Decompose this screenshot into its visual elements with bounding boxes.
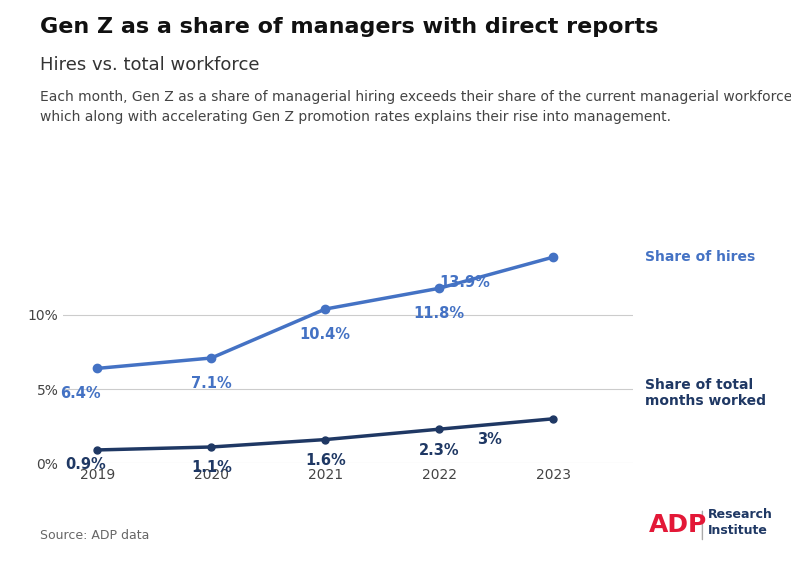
Text: 0.9%: 0.9% [66, 458, 107, 472]
Text: Each month, Gen Z as a share of managerial hiring exceeds their share of the cur: Each month, Gen Z as a share of manageri… [40, 90, 791, 124]
Text: 6.4%: 6.4% [60, 386, 100, 401]
Text: Share of hires: Share of hires [645, 250, 755, 264]
Text: Hires vs. total workforce: Hires vs. total workforce [40, 56, 259, 75]
Text: 3%: 3% [477, 432, 501, 447]
Text: 1.1%: 1.1% [191, 460, 232, 475]
Text: ADP: ADP [649, 513, 707, 537]
Text: 10.4%: 10.4% [300, 327, 350, 342]
Text: Share of total
months worked: Share of total months worked [645, 377, 766, 408]
Text: 11.8%: 11.8% [414, 306, 465, 321]
Text: Source: ADP data: Source: ADP data [40, 529, 149, 542]
Text: Research
Institute: Research Institute [708, 508, 773, 537]
Text: 1.6%: 1.6% [305, 453, 346, 468]
Text: 2.3%: 2.3% [419, 442, 460, 458]
Text: 13.9%: 13.9% [440, 275, 490, 290]
Text: Gen Z as a share of managers with direct reports: Gen Z as a share of managers with direct… [40, 17, 658, 37]
Text: 7.1%: 7.1% [191, 376, 232, 391]
